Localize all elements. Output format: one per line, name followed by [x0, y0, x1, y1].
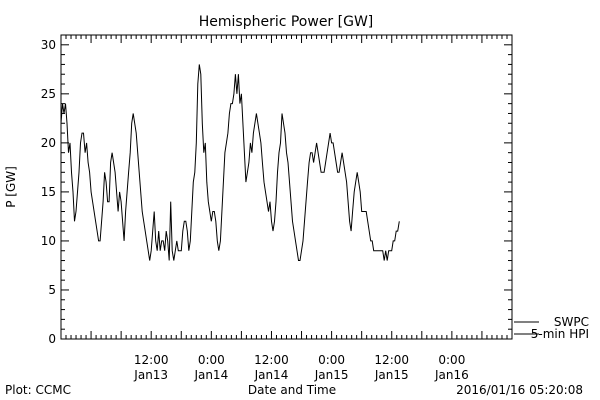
x-tick-time-label: 0:00	[198, 353, 225, 367]
plot-frame	[60, 34, 513, 340]
plot-credit: Plot: CCMC	[5, 383, 71, 397]
x-tick-date-label: Jan14	[193, 368, 228, 382]
legend-label: 5-min HPI	[531, 327, 589, 341]
y-axis-label: P [GW]	[4, 166, 18, 208]
x-tick-date-label: Jan15	[374, 368, 409, 382]
plot-timestamp: 2016/01/16 05:20:08	[456, 383, 583, 397]
x-tick-time-label: 12:00	[254, 353, 289, 367]
x-tick-time-label: 0:00	[318, 353, 345, 367]
series-swpc-line	[60, 64, 400, 261]
x-tick-time-label: 12:00	[374, 353, 409, 367]
y-tick-label: 20	[41, 136, 56, 150]
y-tick-label: 15	[41, 185, 56, 199]
y-axis: 0 5 10 15 20 25 30	[41, 34, 512, 346]
x-tick-time-label: 0:00	[438, 353, 465, 367]
chart-title: Hemispheric Power [GW]	[199, 14, 374, 30]
x-tick-date-label: Jan13	[133, 368, 168, 382]
legend-label: SWPC	[554, 315, 589, 329]
x-tick-time-label: 12:00	[134, 353, 169, 367]
y-tick-label: 25	[41, 87, 56, 101]
x-tick-date-label: Jan14	[254, 368, 289, 382]
x-tick-date-label: Jan15	[314, 368, 349, 382]
x-tick-date-label: Jan16	[434, 368, 469, 382]
y-tick-label: 30	[41, 38, 56, 52]
y-tick-label: 0	[48, 332, 56, 346]
y-tick-label: 5	[48, 283, 56, 297]
x-axis: 12:00Jan130:00Jan1412:00Jan140:00Jan1512…	[65, 35, 508, 382]
y-tick-label: 10	[41, 234, 56, 248]
x-axis-label: Date and Time	[248, 383, 336, 397]
